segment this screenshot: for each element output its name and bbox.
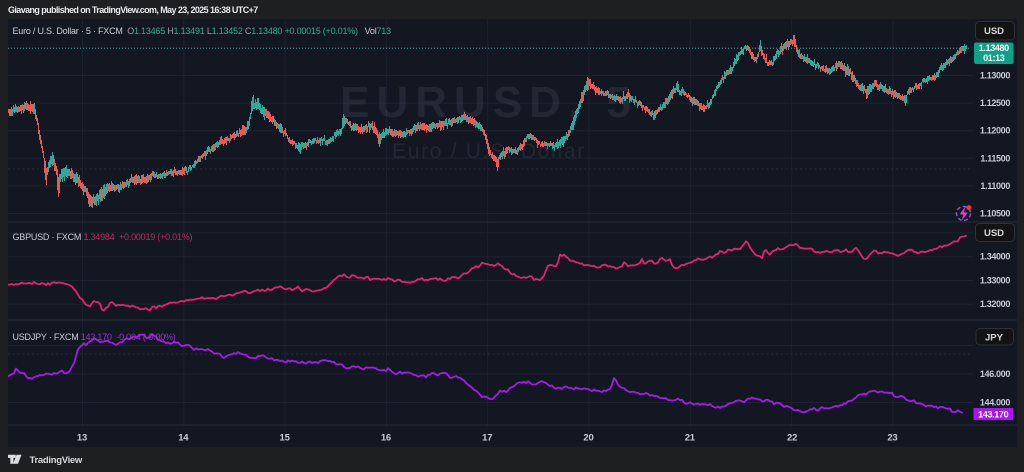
svg-text:1.11500: 1.11500 bbox=[980, 153, 1010, 163]
svg-text:1.32000: 1.32000 bbox=[980, 299, 1010, 309]
svg-text:TradingView: TradingView bbox=[30, 455, 83, 466]
svg-text:15: 15 bbox=[280, 433, 291, 444]
svg-text:21: 21 bbox=[685, 433, 696, 444]
svg-text:14: 14 bbox=[178, 433, 189, 444]
svg-text:JPY: JPY bbox=[985, 333, 1004, 344]
svg-text:1.13480: 1.13480 bbox=[979, 43, 1009, 53]
svg-text:1.12500: 1.12500 bbox=[980, 98, 1010, 108]
svg-text:20: 20 bbox=[583, 433, 593, 444]
svg-text:1.10500: 1.10500 bbox=[980, 209, 1010, 219]
svg-text:16: 16 bbox=[381, 433, 391, 444]
svg-text:1.34000: 1.34000 bbox=[980, 252, 1010, 262]
svg-text:13: 13 bbox=[77, 433, 87, 444]
svg-text:144.000: 144.000 bbox=[980, 398, 1010, 408]
svg-text:1.33000: 1.33000 bbox=[980, 276, 1010, 286]
svg-text:23: 23 bbox=[887, 433, 897, 444]
svg-text:22: 22 bbox=[787, 433, 797, 444]
svg-text:1.11000: 1.11000 bbox=[980, 181, 1010, 191]
svg-text:USD: USD bbox=[984, 228, 1004, 239]
svg-text:146.000: 146.000 bbox=[980, 369, 1010, 379]
svg-text:1.12000: 1.12000 bbox=[980, 126, 1010, 136]
svg-text:17: 17 bbox=[482, 433, 492, 444]
svg-text:143.170: 143.170 bbox=[978, 410, 1008, 420]
svg-text:USDJPY · FXCM 143.170 -0.004: USDJPY · FXCM 143.170 -0.004 (-0.00%) bbox=[13, 332, 176, 342]
svg-text:Euro / U.S. Dollar · 5 · FXCM: Euro / U.S. Dollar · 5 · FXCM O1.13465 H… bbox=[13, 26, 392, 36]
svg-text:01:13: 01:13 bbox=[983, 53, 1005, 63]
svg-text:GBPUSD · FXCM 1.34984 +0.0001: GBPUSD · FXCM 1.34984 +0.00019 (+0.01%) bbox=[13, 232, 193, 242]
svg-text:USD: USD bbox=[984, 26, 1004, 37]
svg-text:1.13000: 1.13000 bbox=[980, 71, 1010, 81]
